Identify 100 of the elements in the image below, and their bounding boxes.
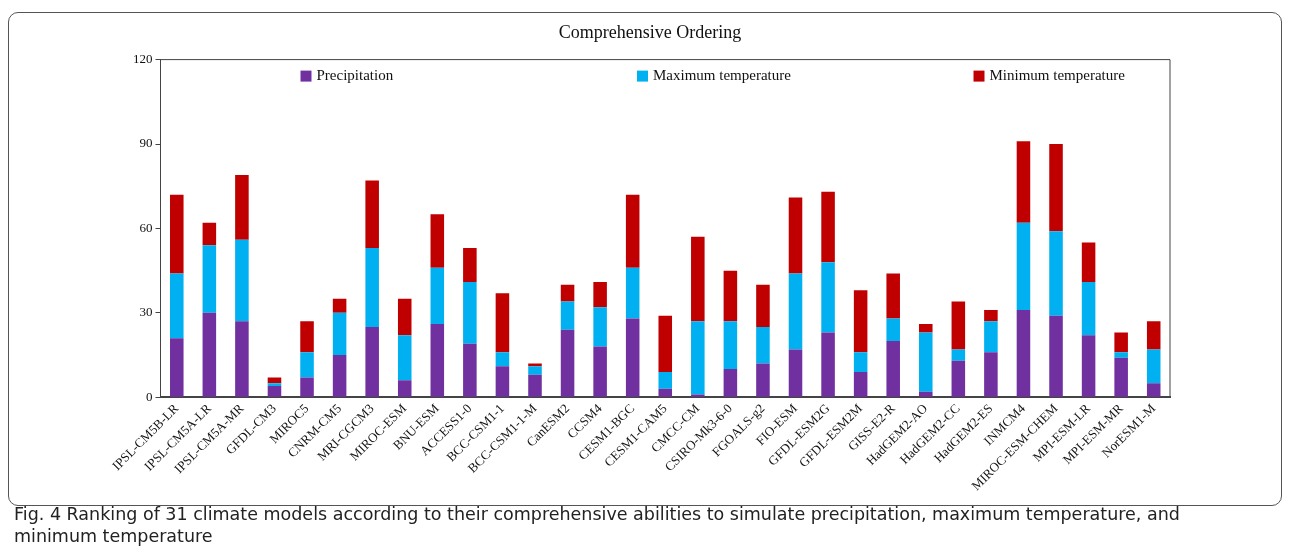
bar <box>170 194 184 274</box>
bar <box>691 394 705 397</box>
bar <box>658 315 673 372</box>
bar <box>1049 231 1063 316</box>
bar <box>300 321 314 353</box>
bar <box>397 298 412 336</box>
bar <box>723 321 738 370</box>
bar <box>918 391 933 397</box>
bar <box>235 239 249 322</box>
bar <box>723 270 738 322</box>
bar <box>267 386 282 397</box>
bar <box>658 388 673 397</box>
bar <box>1081 281 1096 336</box>
bar <box>1081 335 1096 397</box>
bar <box>430 267 445 325</box>
bar <box>170 338 184 397</box>
bar <box>463 281 477 344</box>
bar <box>1081 242 1096 282</box>
bar <box>528 374 542 397</box>
bar <box>202 312 217 397</box>
bar <box>1146 349 1161 384</box>
bar <box>170 273 184 339</box>
bar <box>463 343 477 397</box>
bar <box>365 248 379 327</box>
bar <box>756 363 770 397</box>
bar <box>267 383 282 386</box>
bar <box>1016 222 1031 311</box>
bar <box>560 329 575 397</box>
bar <box>886 340 900 397</box>
bar <box>1016 141 1031 223</box>
bar <box>235 174 249 240</box>
bar <box>756 284 770 327</box>
bar <box>853 371 868 397</box>
bar <box>951 360 966 397</box>
bar <box>1114 357 1128 397</box>
bar <box>332 298 347 313</box>
bar <box>560 284 575 302</box>
bar <box>951 349 966 361</box>
bar <box>691 321 705 395</box>
bar <box>886 318 900 341</box>
bar <box>365 326 379 397</box>
bar <box>495 352 510 367</box>
bar <box>235 321 249 397</box>
bar <box>853 352 868 372</box>
bar <box>1114 332 1128 353</box>
bar <box>202 222 217 246</box>
bar <box>593 281 607 308</box>
bar <box>756 326 770 364</box>
caption: Fig. 4 Ranking of 31 climate models according to their comprehensive abilities to simulate precipitation, maximum temperature, and minimum temperature <box>14 503 1181 547</box>
bar <box>821 191 835 263</box>
y-tick-label: 30 <box>139 304 153 320</box>
bar <box>691 236 705 322</box>
bar <box>560 301 575 330</box>
y-tick-label: 90 <box>139 135 153 151</box>
bar <box>365 180 379 249</box>
bar <box>788 273 803 350</box>
bar <box>332 355 347 397</box>
bar <box>430 324 445 397</box>
bar <box>397 335 412 381</box>
bar <box>821 262 835 333</box>
y-tick-label: 0 <box>146 388 153 404</box>
legend-label: Minimum temperature <box>989 66 1126 83</box>
bar <box>1049 315 1063 397</box>
bar <box>625 194 640 268</box>
bar <box>430 214 445 268</box>
bar <box>984 321 998 353</box>
bar <box>918 332 933 392</box>
bar <box>788 349 803 397</box>
bar <box>886 273 900 319</box>
bar <box>300 352 314 378</box>
bar <box>1146 321 1161 350</box>
bar <box>918 324 933 333</box>
bar <box>528 363 542 367</box>
legend-label: Maximum temperature <box>653 66 792 83</box>
bar <box>495 366 510 397</box>
bar <box>723 369 738 397</box>
bar <box>332 312 347 356</box>
bar <box>853 290 868 353</box>
legend-label: Precipitation <box>316 66 394 83</box>
bar <box>951 301 966 350</box>
y-tick-label: 60 <box>139 219 153 235</box>
bar <box>984 310 998 322</box>
bar <box>984 352 998 397</box>
bar <box>1114 352 1128 358</box>
bar <box>397 380 412 397</box>
bar <box>788 197 803 274</box>
bar <box>495 293 510 353</box>
bar <box>528 366 542 375</box>
bar <box>1146 383 1161 397</box>
bar <box>1049 144 1063 232</box>
bar <box>202 245 217 313</box>
bar <box>300 377 314 397</box>
bar <box>625 267 640 319</box>
bar <box>1016 310 1031 397</box>
y-tick-label: 120 <box>133 51 153 67</box>
bar <box>463 248 477 282</box>
chart-title: Comprehensive Ordering <box>558 21 742 42</box>
bar <box>593 346 607 397</box>
bar <box>625 318 640 397</box>
bar <box>658 371 673 389</box>
